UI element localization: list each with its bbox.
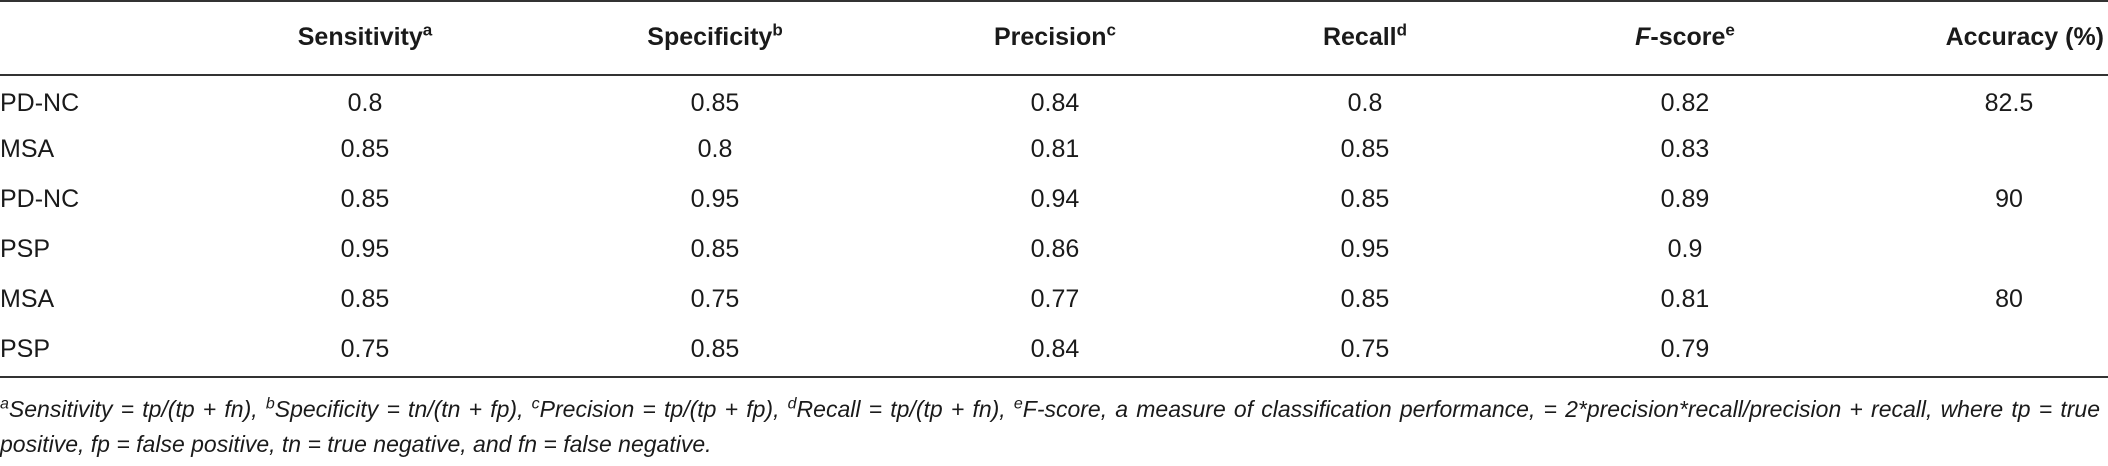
cell-precision: 0.86 [1030, 234, 1080, 263]
cell-group: PSP [0, 334, 51, 363]
results-table: Sensitivitya Specificityb Precisionc Rec… [0, 0, 2108, 374]
table-row: PSP 0.95 0.85 0.86 0.95 0.9 [0, 224, 2108, 274]
table-footnote: aSensitivity = tp/(tp + fn), bSpecificit… [0, 392, 2100, 462]
cell-sensitivity: 0.85 [340, 134, 390, 163]
header-sensitivity: Sensitivitya [297, 20, 433, 51]
cell-precision: 0.84 [1030, 334, 1080, 363]
cell-sensitivity: 0.85 [340, 284, 390, 313]
cell-precision: 0.77 [1030, 284, 1080, 313]
cell-fscore: 0.82 [1660, 88, 1710, 117]
cell-group: PSP [0, 234, 51, 263]
footnote-c: Precision = tp/(tp + fp), [539, 396, 788, 422]
table-header-rule [0, 74, 2108, 76]
header-fscore: F-scoree [1635, 20, 1735, 51]
footnote-marker-c: c [531, 395, 540, 413]
cell-sensitivity: 0.75 [340, 334, 390, 363]
cell-recall: 0.85 [1340, 284, 1390, 313]
cell-accuracy [1850, 224, 2108, 274]
cell-sensitivity: 0.85 [340, 184, 390, 213]
cell-fscore: 0.79 [1660, 334, 1710, 363]
cell-fscore: 0.89 [1660, 184, 1710, 213]
cell-specificity: 0.8 [697, 134, 733, 163]
cell-sensitivity: 0.95 [340, 234, 390, 263]
cell-precision: 0.84 [1030, 88, 1080, 117]
cell-fscore: 0.83 [1660, 134, 1710, 163]
table-bottom-rule [0, 376, 2108, 378]
table-row: PSP 0.75 0.85 0.84 0.75 0.79 [0, 324, 2108, 374]
cell-group: PD-NC [0, 184, 80, 213]
footnote-marker-d: d [787, 395, 797, 413]
table-body: PD-NC 0.8 0.85 0.84 0.8 0.82 82.5 MSA 0.85 0.8 0.8… [0, 74, 2108, 374]
cell-specificity: 0.85 [690, 334, 740, 363]
cell-group: PD-NC [0, 88, 80, 117]
footnote-marker-a: a [0, 395, 9, 413]
cell-specificity: 0.85 [690, 88, 740, 117]
header-group [0, 0, 200, 74]
table-row: MSA 0.85 0.75 0.77 0.85 0.81 80 [0, 274, 2108, 324]
header-precision: Precisionc [993, 20, 1117, 51]
cell-accuracy: 82.5 [1984, 88, 2034, 117]
footnote-marker-e: e [1013, 395, 1023, 413]
cell-specificity: 0.85 [690, 234, 740, 263]
cell-fscore: 0.9 [1667, 234, 1703, 263]
footnote-a: Sensitivity = tp/(tp + fn), [8, 396, 266, 422]
cell-recall: 0.95 [1340, 234, 1390, 263]
cell-accuracy: 80 [1995, 284, 2023, 313]
footnote-b: Specificity = tn/(tn + fp), [274, 396, 532, 422]
cell-accuracy: 90 [1995, 184, 2023, 213]
cell-recall: 0.85 [1340, 184, 1390, 213]
header-recall: Recalld [1322, 20, 1408, 51]
cell-accuracy [1850, 324, 2108, 374]
footnote-e: F-score, a measure of classification per… [0, 396, 2100, 457]
cell-precision: 0.94 [1030, 184, 1080, 213]
cell-recall: 0.75 [1340, 334, 1390, 363]
table-top-rule [0, 0, 2108, 2]
cell-group: MSA [0, 284, 55, 313]
cell-recall: 0.8 [1347, 88, 1383, 117]
cell-accuracy [1850, 124, 2108, 174]
table-row: PD-NC 0.85 0.95 0.94 0.85 0.89 90 [0, 174, 2108, 224]
table-row: PD-NC 0.8 0.85 0.84 0.8 0.82 82.5 [0, 74, 2108, 124]
footnote-marker-b: b [265, 395, 275, 413]
footnote-d: Recall = tp/(tp + fn), [796, 396, 1014, 422]
table-row: MSA 0.85 0.8 0.81 0.85 0.83 [0, 124, 2108, 174]
cell-recall: 0.85 [1340, 134, 1390, 163]
table-header-row: Sensitivitya Specificityb Precisionc Rec… [0, 0, 2108, 74]
cell-sensitivity: 0.8 [347, 88, 383, 117]
header-accuracy: Accuracy (%) [1945, 22, 2104, 51]
header-specificity: Specificityb [647, 20, 783, 51]
cell-specificity: 0.75 [690, 284, 740, 313]
cell-specificity: 0.95 [690, 184, 740, 213]
cell-fscore: 0.81 [1660, 284, 1710, 313]
cell-precision: 0.81 [1030, 134, 1080, 163]
cell-group: MSA [0, 134, 55, 163]
